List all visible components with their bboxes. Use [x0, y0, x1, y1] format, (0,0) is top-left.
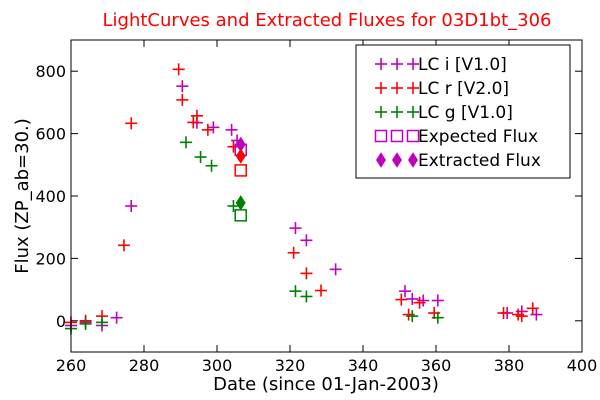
data-point-4-extra-1 [235, 195, 246, 211]
data-point-1-21 [526, 302, 539, 315]
legend-marker-1-1 [391, 82, 403, 94]
data-point-1-5 [172, 63, 185, 76]
data-point-2-8 [300, 290, 313, 303]
legend-marker-0-2 [407, 58, 419, 70]
legend-label-3: Expected Flux [418, 127, 538, 147]
legend-marker-4-1 [392, 152, 402, 168]
legend-entry-1: LC r [V2.0] [375, 79, 509, 99]
x-axis-label: Date (since 01-Jan-2003) [213, 374, 439, 395]
y-axis-label: Flux (ZP_ab=30.) [12, 118, 33, 274]
legend-marker-3-2 [406, 129, 420, 143]
y-tick-label-4: 800 [35, 62, 66, 81]
plot-area [65, 63, 543, 335]
data-point-2-1 [79, 317, 92, 330]
data-point-1-8 [190, 109, 203, 122]
legend-marker-1-2 [407, 82, 419, 94]
data-point-2-5 [205, 159, 218, 172]
data-point-0-10 [289, 222, 302, 235]
data-point-1-4 [125, 117, 138, 130]
data-point-0-14 [406, 292, 419, 305]
data-point-1-18 [497, 307, 510, 319]
series-1 [65, 63, 539, 329]
x-tick-label-0: 260 [56, 356, 87, 375]
data-point-2-7 [289, 285, 302, 298]
x-tick-label-7: 400 [567, 356, 598, 375]
data-point-0-7 [207, 121, 220, 134]
data-point-1-3 [117, 239, 130, 252]
series-4 [235, 136, 246, 211]
data-point-1-11 [287, 246, 300, 259]
y-tick-label-1: 200 [35, 249, 66, 268]
data-point-2-10 [431, 311, 444, 324]
data-point-0-5 [176, 80, 189, 93]
chart-title: LightCurves and Extracted Fluxes for 03D… [103, 10, 552, 31]
x-tick-label-3: 320 [275, 356, 306, 375]
data-point-1-14 [395, 293, 408, 306]
data-point-2-4 [194, 151, 207, 163]
legend-marker-1-0 [375, 82, 387, 94]
data-point-0-19 [530, 308, 543, 321]
legend-marker-0-1 [391, 58, 403, 70]
legend-box [355, 44, 571, 179]
legend-entry-2: LC g [V1.0] [375, 103, 513, 123]
legend-entry-3: Expected Flux [374, 127, 538, 147]
legend-label-1: LC r [V2.0] [418, 79, 509, 99]
data-point-0-11 [300, 234, 313, 247]
data-point-1-13 [315, 284, 328, 297]
x-tick-label-2: 300 [202, 356, 233, 375]
legend-marker-4-0 [376, 152, 386, 168]
data-point-1-12 [300, 267, 313, 280]
x-tick-label-6: 380 [494, 356, 525, 375]
data-point-0-3 [110, 311, 123, 324]
axis-ticks: 260 280 300 320 340 360 380 400 0 200 400 600 800 [35, 40, 597, 375]
data-point-3-extra-1 [234, 209, 247, 222]
y-tick-label-3: 600 [35, 125, 66, 144]
legend-label-0: LC i [V1.0] [418, 55, 507, 75]
legend-marker-3-0 [374, 129, 388, 143]
data-point-0-16 [431, 294, 444, 307]
data-point-0-8 [225, 123, 238, 136]
legend-marker-0-0 [375, 58, 387, 70]
data-point-0-13 [398, 285, 411, 298]
legend-entry-0: LC i [V1.0] [375, 55, 507, 75]
data-point-4-extra-0 [235, 148, 246, 164]
legend-entry-4: Extracted Flux [376, 151, 541, 171]
data-point-2-6 [227, 199, 240, 212]
data-point-3-extra-0 [234, 164, 247, 177]
x-tick-label-5: 360 [421, 356, 452, 375]
data-point-1-7 [187, 116, 200, 129]
legend-label-4: Extracted Flux [418, 151, 541, 171]
data-point-1-16 [413, 296, 426, 309]
legend-marker-3-1 [390, 129, 404, 143]
legend-label-2: LC g [V1.0] [418, 103, 513, 123]
data-point-2-3 [179, 136, 192, 149]
series-2 [65, 136, 444, 335]
data-point-2-2 [96, 316, 109, 329]
x-tick-label-4: 340 [348, 356, 379, 375]
y-tick-label-2: 400 [35, 187, 66, 206]
legend-marker-2-1 [391, 106, 403, 118]
data-point-0-4 [125, 199, 138, 212]
data-point-1-6 [176, 93, 189, 106]
data-point-1-20 [515, 310, 528, 323]
data-point-1-9 [201, 123, 214, 136]
legend-marker-4-2 [408, 152, 418, 168]
legend-marker-2-0 [375, 106, 387, 118]
legend: LC i [V1.0] LC r [V2.0] LC g [V1.0] Expecte… [355, 44, 571, 179]
data-point-2-9 [406, 310, 419, 323]
x-tick-label-1: 280 [129, 356, 160, 375]
legend-marker-2-2 [407, 106, 419, 118]
y-tick-label-0: 0 [56, 312, 66, 331]
data-point-0-12 [329, 263, 342, 276]
